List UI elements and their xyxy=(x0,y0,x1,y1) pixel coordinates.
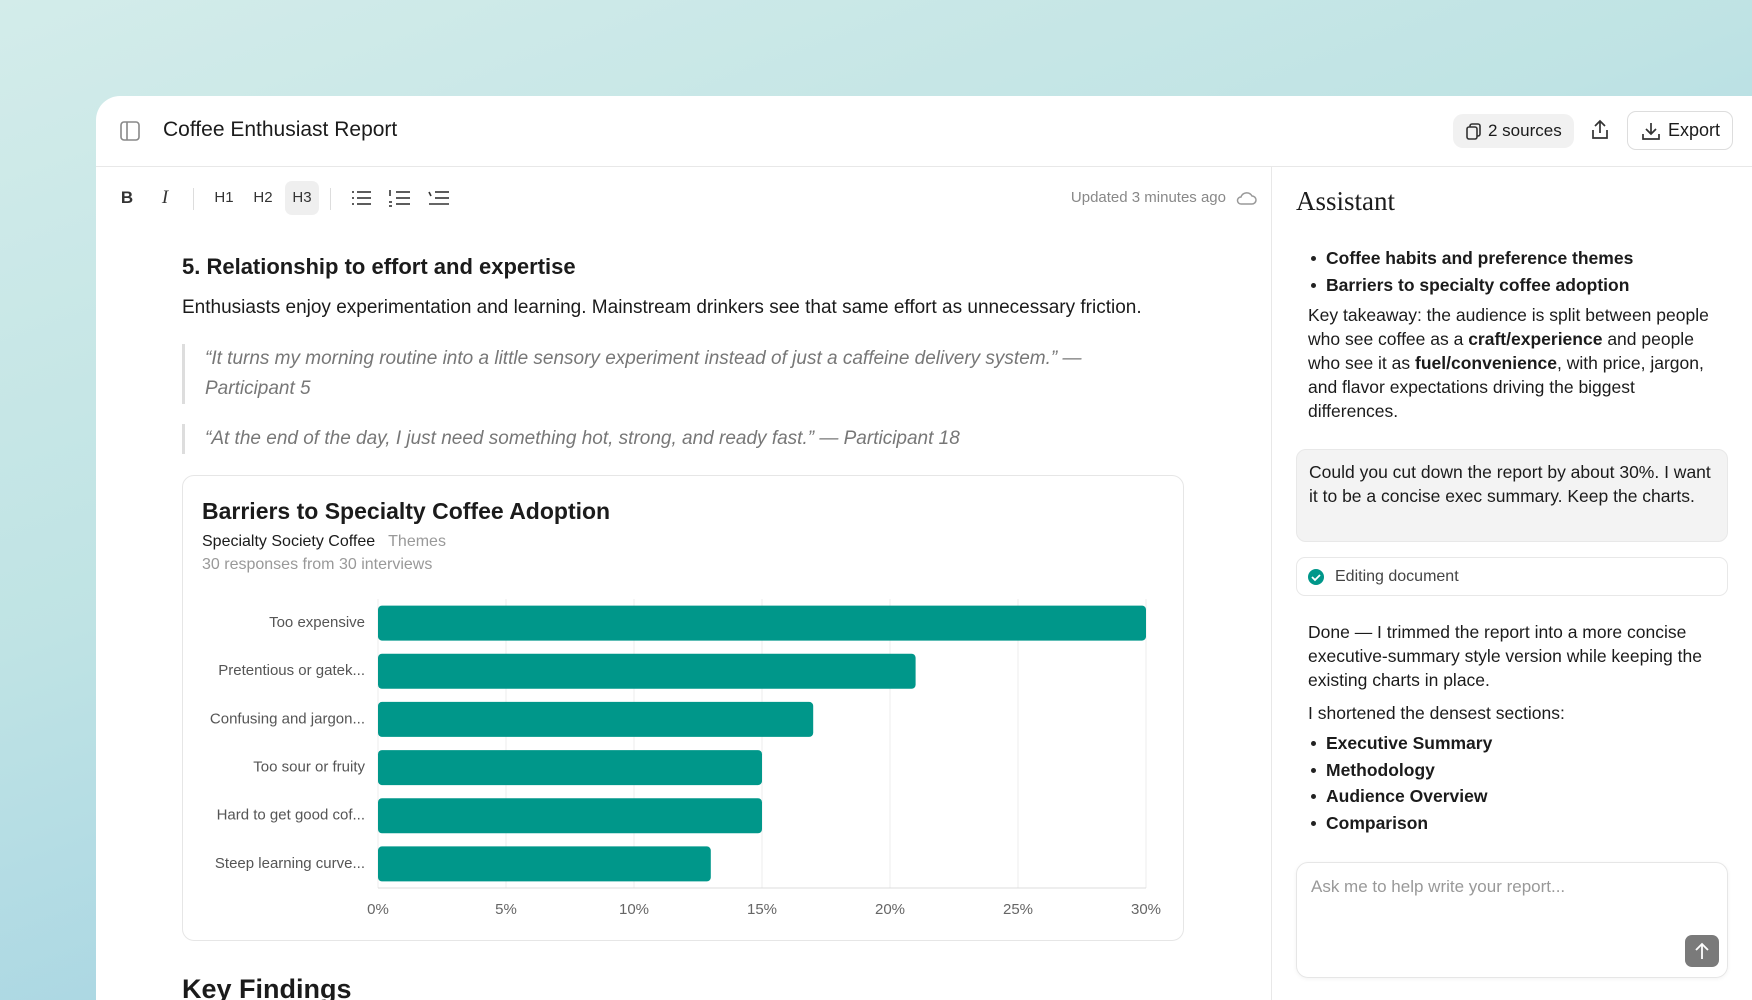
send-button[interactable] xyxy=(1685,935,1719,967)
bar xyxy=(378,750,762,786)
x-tick-label: 5% xyxy=(495,901,517,918)
bullet: Audience Overview xyxy=(1308,783,1492,810)
takeaway-part: Key takeaway: the audience is split betw… xyxy=(1308,305,1709,349)
chart: 0% 5% 10% 15% 20% 25% 30% Too expensive Pretenti… xyxy=(210,599,1161,918)
y-tick-label: Hard to get good cof... xyxy=(217,807,365,824)
export-label: Export xyxy=(1668,120,1721,140)
h2-button[interactable]: H2 xyxy=(253,189,273,206)
bullets-top: Coffee habits and preference themes Barr… xyxy=(1308,245,1633,298)
bullet: Coffee habits and preference themes xyxy=(1308,245,1633,272)
bullets-bottom: Executive Summary Methodology Audience O… xyxy=(1308,730,1492,836)
check-icon xyxy=(1308,569,1324,585)
chart-note: 30 responses from 30 interviews xyxy=(202,556,433,573)
bar xyxy=(378,653,916,689)
bar xyxy=(378,846,711,882)
paragraph: Enthusiasts enjoy experimentation and le… xyxy=(182,297,1142,318)
next-heading: Key Findings xyxy=(182,974,352,1000)
x-tick-label: 30% xyxy=(1131,901,1161,918)
italic-button[interactable]: I xyxy=(161,187,169,208)
list-buttons[interactable] xyxy=(351,188,551,210)
takeaway-part: , with price, jargon, and flavor expecta… xyxy=(1308,353,1704,421)
y-tick-label: Too expensive xyxy=(269,614,365,631)
panel-divider xyxy=(1271,167,1272,1000)
h1-button[interactable]: H1 xyxy=(214,189,234,206)
status-text: Editing document xyxy=(1335,568,1459,585)
status-box: Editing document xyxy=(1296,557,1728,596)
user-message: Could you cut down the report by about 3… xyxy=(1296,449,1728,542)
h3-button[interactable]: H3 xyxy=(285,181,319,215)
chart-card: Barriers to Specialty Coffee Adoption Sp… xyxy=(182,475,1184,941)
reply: Done — I trimmed the report into a more … xyxy=(1308,622,1702,690)
takeaway-part: fuel/convenience xyxy=(1415,353,1557,373)
copy-icon xyxy=(1466,123,1481,140)
bar xyxy=(378,798,762,834)
reply2: I shortened the densest sections: xyxy=(1308,703,1565,723)
share-button[interactable] xyxy=(1590,119,1610,141)
takeaway-part: and people who see it as xyxy=(1308,329,1694,373)
quote: “It turns my morning routine into a litt… xyxy=(182,344,1102,404)
sources-label: 2 sources xyxy=(1488,121,1562,140)
chart-subtitle-text: Specialty Society Coffee xyxy=(202,533,376,550)
updated-status: Updated 3 minutes ago xyxy=(1070,189,1226,206)
y-tick-label: Steep learning curve... xyxy=(215,855,365,872)
x-tick-label: 20% xyxy=(875,901,905,918)
bullet: Comparison xyxy=(1308,810,1492,837)
download-icon xyxy=(1642,123,1660,140)
x-tick-label: 0% xyxy=(367,901,389,918)
sep xyxy=(193,188,194,210)
bullet: Executive Summary xyxy=(1308,730,1492,757)
placeholder: Ask me to help write your report... xyxy=(1311,877,1566,896)
header-divider xyxy=(96,166,1752,167)
section-heading: 5. Relationship to effort and expertise xyxy=(182,254,576,279)
bold-button[interactable]: B xyxy=(120,188,134,207)
doc-title: Coffee Enthusiast Report xyxy=(163,118,398,141)
bar xyxy=(378,605,1146,641)
y-tick-label: Confusing and jargon... xyxy=(210,710,365,727)
takeaway: Key takeaway: the audience is split betw… xyxy=(1308,303,1728,423)
window: Coffee Enthusiast Report 2 sources Expor… xyxy=(96,96,1752,1000)
takeaway-part: craft/experience xyxy=(1468,329,1603,349)
quote: “At the end of the day, I just need some… xyxy=(182,424,1102,454)
chart-subtitle: Specialty Society Coffee Themes xyxy=(202,533,446,551)
chart-tag: Themes xyxy=(388,533,446,550)
chart-title: Barriers to Specialty Coffee Adoption xyxy=(202,498,611,524)
sep xyxy=(330,188,331,210)
x-tick-label: 15% xyxy=(747,901,777,918)
y-tick-label: Too sour or fruity xyxy=(253,759,365,776)
export-button[interactable]: Export xyxy=(1627,111,1733,150)
x-tick-label: 10% xyxy=(619,901,649,918)
sidebar-toggle[interactable] xyxy=(120,121,140,141)
bullet: Barriers to specialty coffee adoption xyxy=(1308,272,1633,299)
assistant-title: Assistant xyxy=(1296,186,1396,216)
cloud-icon xyxy=(1236,192,1257,205)
chat-input[interactable]: Ask me to help write your report... xyxy=(1296,862,1728,978)
bullet: Methodology xyxy=(1308,757,1492,784)
sources-button[interactable]: 2 sources xyxy=(1453,114,1574,148)
y-tick-label: Pretentious or gatek... xyxy=(218,662,365,679)
bar xyxy=(378,701,814,737)
x-tick-label: 25% xyxy=(1003,901,1033,918)
